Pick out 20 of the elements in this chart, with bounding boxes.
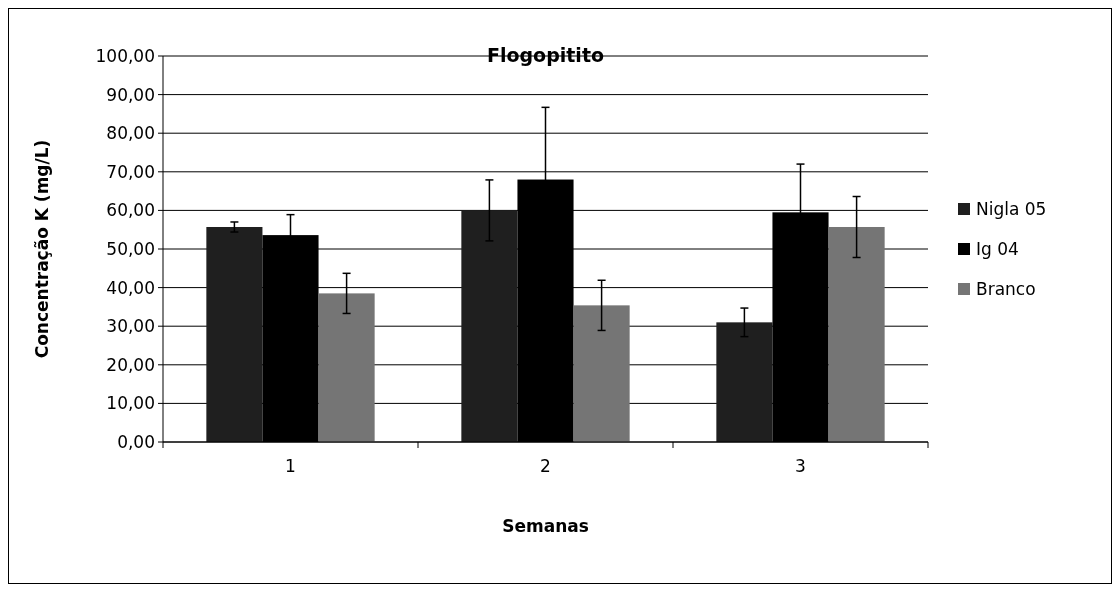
chart-title: Flogopitito (486, 44, 605, 66)
y-tick-label: 10,00 (106, 393, 155, 414)
x-axis-title: Semanas (502, 516, 589, 536)
x-tick-label: 1 (285, 456, 296, 476)
y-tick-label: 60,00 (106, 200, 155, 221)
y-tick-label: 80,00 (106, 123, 155, 144)
y-axis-title: Concentração K (mg/L) (32, 139, 52, 359)
y-tick-label: 0,00 (117, 431, 155, 452)
y-tick-label: 90,00 (106, 84, 155, 105)
y-tick-label: 30,00 (106, 316, 155, 337)
x-tick-label: 3 (795, 456, 806, 476)
y-tick-label: 20,00 (106, 354, 155, 375)
y-tick-label: 100,00 (95, 45, 155, 66)
y-tick-label: 70,00 (106, 161, 155, 182)
y-tick-label: 40,00 (106, 277, 155, 298)
legend-label: Nigla 05 (976, 198, 1047, 219)
x-tick-label: 2 (540, 456, 551, 476)
legend-label: Ig 04 (976, 238, 1019, 259)
legend-label: Branco (976, 278, 1036, 299)
y-tick-label: 50,00 (106, 238, 155, 259)
